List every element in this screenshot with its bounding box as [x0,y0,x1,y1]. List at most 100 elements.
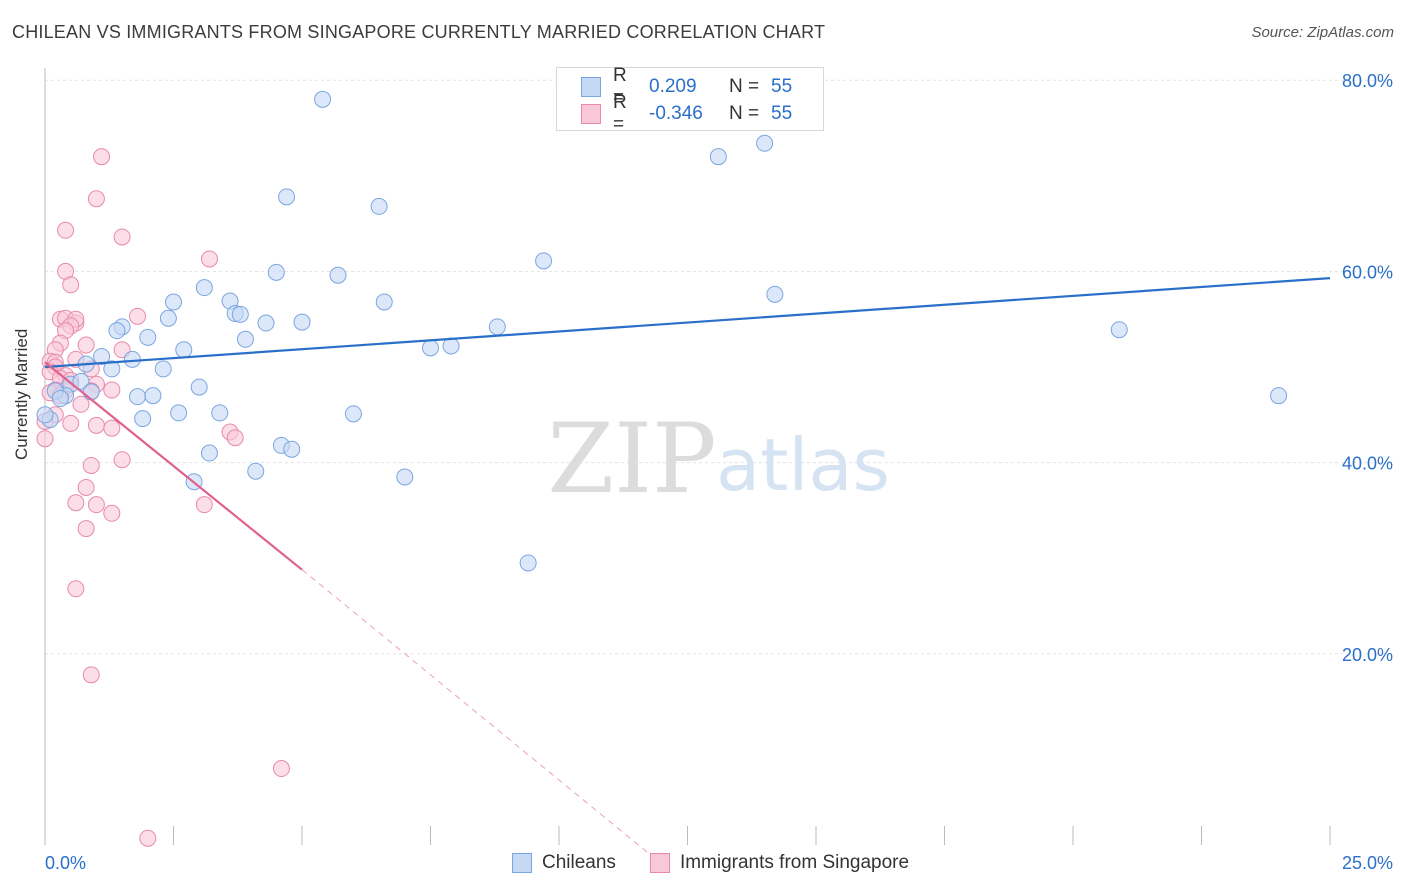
point-singapore [195,496,213,514]
axes-layer [44,68,1331,845]
legend-r-value: -0.346 [649,103,703,124]
point-singapore [103,504,121,522]
legend-swatch-blue [581,77,601,97]
point-chilean [314,90,332,108]
point-chilean [82,383,100,401]
point-chilean [283,440,301,458]
point-singapore [77,520,95,538]
point-chilean [200,444,218,462]
legend-item-chileans[interactable]: Chileans [512,852,616,874]
point-chilean [519,554,537,572]
series-legend: Chileans Immigrants from Singapore [512,852,943,874]
point-singapore [93,148,111,166]
point-singapore [57,221,75,239]
point-singapore [62,276,80,294]
legend-label-chileans: Chileans [542,852,616,873]
point-chilean [51,390,69,408]
point-chilean [129,388,147,406]
legend-swatch-pink [581,104,601,124]
legend-r-label: R = [613,92,627,135]
point-chilean [190,378,208,396]
legend-swatch-blue [512,853,532,873]
point-singapore [87,496,105,514]
point-chilean [36,406,54,424]
point-singapore [200,250,218,268]
grid-layer [45,79,1392,655]
point-chilean [154,360,172,378]
point-singapore [36,430,54,448]
point-chilean [375,293,393,311]
point-singapore [272,760,290,778]
point-chilean [170,404,188,422]
point-singapore [67,494,85,512]
point-chilean [293,313,311,331]
point-chilean [329,266,347,284]
legend-n-value: 55 [771,76,793,97]
point-chilean [231,305,249,323]
point-chilean [195,279,213,297]
point-singapore [226,429,244,447]
point-chilean [257,314,275,332]
watermark-atlas: atlas [716,423,890,507]
point-singapore [67,580,85,598]
point-singapore [82,456,100,474]
point-singapore [129,307,147,325]
legend-row-singapore: R = -0.346 N = 55 [581,92,793,135]
point-chilean [108,322,126,340]
legend-item-singapore[interactable]: Immigrants from Singapore [649,852,910,874]
point-singapore [103,381,121,399]
point-chilean [278,188,296,206]
legend-n-value: 55 [771,103,793,124]
point-chilean [175,341,193,359]
trend-line-chileans [44,276,1331,369]
point-chilean [139,328,157,346]
legend-r-label: R = [613,65,627,108]
point-chilean [709,148,727,166]
point-singapore [72,395,90,413]
point-singapore [139,829,157,847]
x-tick-label-max: 25.0% [1342,853,1393,873]
point-chilean [72,372,90,390]
point-singapore [77,478,95,496]
y-tick-label: 60.0% [1342,262,1393,282]
trend-line-singapore-extrapolated [301,569,663,865]
point-chilean [488,318,506,336]
point-chilean [236,330,254,348]
tick-label-layer: 20.0% 40.0% 60.0% 80.0% 0.0% 25.0% [45,71,1393,873]
legend-r-value: 0.209 [649,76,697,97]
point-chilean [756,134,774,152]
point-chilean [211,404,229,422]
point-chilean [1110,321,1128,339]
source-label: Source: ZipAtlas.com [1251,24,1394,41]
point-chilean [103,360,121,378]
point-chilean [159,309,177,327]
x-tick-label-min: 0.0% [45,853,86,873]
point-singapore [62,414,80,432]
trend-layer [44,276,1331,865]
point-chilean [144,387,162,405]
legend-n-label: N = [729,76,760,97]
stats-legend: R = 0.209 N = 55 R = -0.346 N = 55 [556,65,824,135]
point-chilean [1270,387,1288,405]
point-singapore [113,228,131,246]
point-singapore [103,419,121,437]
point-chilean [247,462,265,480]
point-chilean [267,263,285,281]
point-chilean [396,468,414,486]
point-singapore [87,190,105,208]
point-singapore [82,666,100,684]
point-singapore [77,336,95,354]
points-layer [36,90,1288,847]
point-chilean [370,197,388,215]
legend-label-singapore: Immigrants from Singapore [679,852,910,873]
point-singapore [113,451,131,469]
legend-swatch-pink [649,853,670,873]
point-chilean [93,347,111,365]
chart-title: CHILEAN VS IMMIGRANTS FROM SINGAPORE CUR… [12,22,826,42]
point-chilean [344,405,362,423]
y-tick-label: 40.0% [1342,454,1393,474]
y-tick-label: 80.0% [1342,71,1393,91]
legend-row-chileans: R = 0.209 N = 55 [581,65,793,108]
point-chilean [422,339,439,357]
